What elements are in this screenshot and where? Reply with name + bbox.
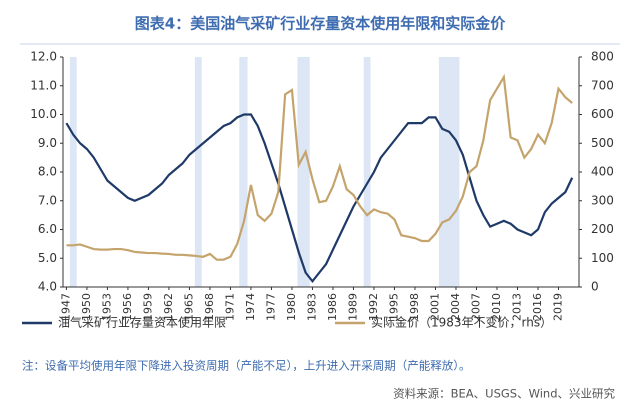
x-tick-label: 1992 <box>367 293 380 321</box>
y-tick-label: 10.0 <box>30 107 57 121</box>
x-tick-label: 2001 <box>428 293 441 321</box>
y-tick-label: 7.0 <box>38 193 57 207</box>
x-tick-label: 1971 <box>223 293 236 321</box>
x-tick-label: 2010 <box>490 293 503 321</box>
shaded-period <box>297 57 310 287</box>
y-tick-label: 8.0 <box>38 165 57 179</box>
legend-label: 实际金价（1983年不变价，rhs） <box>371 315 552 330</box>
x-tick-label: 1977 <box>264 293 277 321</box>
y2-tick-label: 200 <box>591 222 614 236</box>
y-tick-label: 11.0 <box>30 78 57 92</box>
y2-tick-label: 700 <box>591 78 614 92</box>
series-line <box>65 113 574 284</box>
y-tick-label: 12.0 <box>30 50 57 64</box>
x-tick-label: 2013 <box>510 293 523 321</box>
x-tick-label: 1959 <box>141 293 154 321</box>
shaded-period <box>363 57 371 287</box>
shaded-period <box>194 57 202 287</box>
y2-tick-label: 100 <box>591 251 614 265</box>
y2-tick-label: 0 <box>591 280 599 294</box>
note: 注：设备平均使用年限下降进入投资周期（产能不足），上升进入开采周期（产能释放）。 <box>22 359 471 373</box>
x-tick-label: 1962 <box>162 293 175 321</box>
shaded-period <box>239 57 248 287</box>
x-tick-label: 1995 <box>387 293 400 321</box>
shaded-period <box>438 57 460 287</box>
y2-tick-label: 800 <box>591 50 614 64</box>
y-tick-label: 9.0 <box>38 136 57 150</box>
x-tick-label: 1974 <box>244 293 257 321</box>
series-line <box>66 73 573 261</box>
x-tick-label: 1950 <box>80 293 93 321</box>
y2-tick-label: 600 <box>591 107 614 121</box>
source: 资料来源：BEA、USGS、Wind、兴业研究 <box>393 387 615 401</box>
x-tick-label: 2019 <box>551 293 564 321</box>
y-tick-label: 4.0 <box>38 280 57 294</box>
y2-tick-label: 400 <box>591 165 614 179</box>
x-tick-label: 1980 <box>285 293 298 321</box>
y-tick-label: 5.0 <box>38 251 57 265</box>
x-tick-label: 1965 <box>182 293 195 321</box>
x-tick-label: 1953 <box>100 293 113 321</box>
x-tick-label: 1986 <box>326 293 339 321</box>
chart-title: 图表4：美国油气采矿行业存量资本使用年限和实际金价 <box>135 15 506 33</box>
x-tick-label: 2004 <box>449 293 462 321</box>
y2-tick-label: 500 <box>591 136 614 150</box>
y-tick-label: 6.0 <box>38 222 57 236</box>
shaded-period <box>69 57 77 287</box>
x-tick-label: 2016 <box>531 293 544 321</box>
x-tick-label: 1947 <box>59 293 72 321</box>
x-tick-label: 1968 <box>203 293 216 321</box>
x-tick-label: 1983 <box>305 293 318 321</box>
x-tick-label: 2007 <box>469 293 482 321</box>
x-tick-label: 1956 <box>121 293 134 321</box>
legend-label: 油气采矿行业存量资本使用年限 <box>58 315 226 330</box>
x-tick-label: 1998 <box>408 293 421 321</box>
y2-tick-label: 300 <box>591 193 614 207</box>
x-tick-label: 1989 <box>346 293 359 321</box>
